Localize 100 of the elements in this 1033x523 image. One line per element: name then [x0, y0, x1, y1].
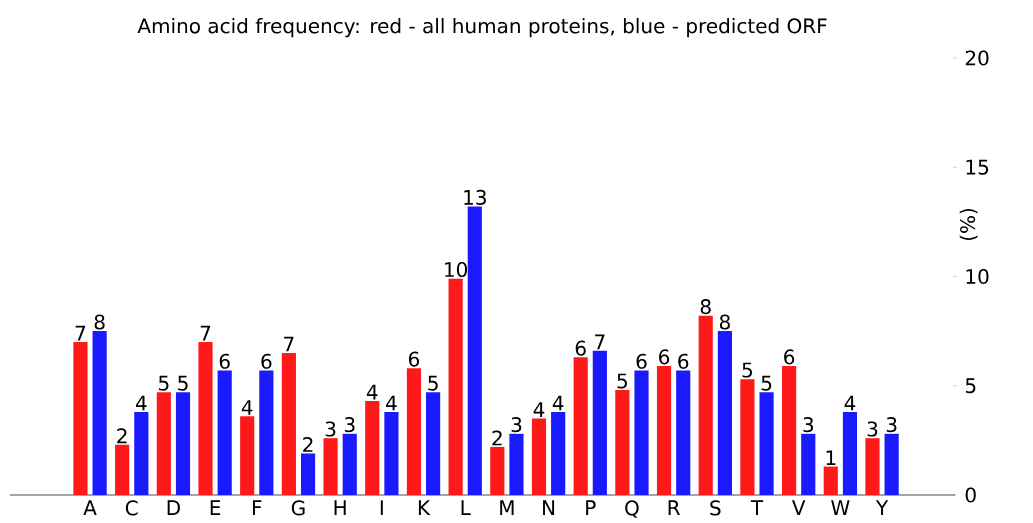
bar: [698, 315, 713, 495]
bar: [509, 433, 524, 495]
data-label: 1: [826, 450, 836, 465]
bar: [823, 466, 838, 495]
data-label: 7: [284, 336, 294, 352]
bar: [240, 416, 255, 495]
bar: [323, 438, 338, 495]
bar: [759, 392, 774, 495]
bar: [134, 411, 149, 495]
x-tick-label: S: [710, 500, 721, 516]
x-tick-label: R: [668, 500, 680, 515]
data-label: 6: [678, 353, 689, 369]
data-label: 8: [700, 299, 711, 315]
bar: [551, 411, 566, 495]
data-label: 4: [552, 395, 564, 411]
data-label: 2: [303, 437, 313, 452]
x-tick-label: L: [461, 500, 471, 515]
data-label: 4: [386, 395, 397, 411]
bar: [115, 444, 130, 495]
y-tick-label: 20: [965, 50, 989, 66]
chart-title: Amino acid frequency: red - all human proteins, blue - predicted ORF: [137, 17, 827, 38]
y-tick-label: 15: [966, 159, 989, 175]
data-label: 8: [94, 314, 105, 330]
data-label: 5: [159, 375, 169, 391]
data-label: 8: [719, 314, 730, 330]
x-tick-label: M: [500, 500, 514, 515]
x-tick-label: V: [791, 500, 806, 515]
data-label: 7: [75, 325, 86, 341]
bar: [365, 401, 380, 495]
data-label: 5: [742, 362, 753, 378]
bar: [467, 206, 482, 495]
bar: [865, 438, 880, 495]
bar: [259, 370, 274, 495]
bar: [717, 331, 732, 495]
bar: [300, 453, 316, 495]
y-tick-label: 0: [965, 487, 976, 503]
bar: [615, 390, 630, 495]
data-label: 4: [844, 395, 856, 411]
data-label: 6: [659, 349, 670, 365]
bar: [782, 366, 797, 495]
bar: [740, 379, 755, 495]
bar: [573, 357, 588, 495]
bar: [406, 368, 422, 495]
x-tick-label: G: [291, 500, 305, 516]
bar: [73, 342, 88, 495]
data-label: 3: [803, 417, 814, 433]
data-label: 6: [219, 353, 230, 369]
x-tick-label: F: [252, 500, 262, 515]
data-label: 6: [408, 351, 420, 367]
x-tick-label: A: [83, 500, 97, 515]
bar: [448, 278, 463, 495]
data-label: 6: [261, 353, 272, 369]
bar: [801, 433, 816, 495]
bar: [156, 392, 171, 495]
data-label: 2: [492, 430, 502, 446]
data-label: 13: [464, 189, 486, 205]
x-tick-label: D: [167, 500, 180, 515]
data-label: 5: [428, 375, 438, 391]
bar: [634, 370, 649, 495]
data-label: 3: [867, 421, 878, 437]
data-label: 6: [784, 349, 795, 365]
data-label: 6: [636, 353, 647, 369]
data-label: 5: [617, 373, 627, 389]
x-tick-label: N: [543, 500, 555, 515]
x-tick-label: P: [586, 500, 596, 515]
y-tick-label: 5: [965, 378, 976, 394]
data-label: 10: [445, 261, 468, 278]
data-label: 5: [178, 375, 188, 391]
data-label: 4: [241, 400, 253, 415]
data-label: 3: [511, 417, 522, 433]
data-label: 7: [595, 334, 605, 350]
data-label: 4: [135, 395, 147, 411]
x-tick-label: T: [750, 500, 764, 515]
bar: [656, 366, 672, 495]
data-label: 7: [200, 325, 211, 341]
data-label: 5: [761, 375, 772, 391]
data-label: 3: [886, 417, 897, 433]
bar: [281, 352, 296, 495]
data-label: 4: [366, 384, 378, 400]
data-label: 6: [575, 340, 586, 356]
y-axis-title: (%): [959, 208, 978, 241]
bar: [592, 350, 607, 495]
bar: [531, 418, 547, 495]
data-label: 3: [344, 417, 355, 433]
x-tick-label: E: [210, 500, 221, 515]
bar: [92, 331, 107, 495]
y-tick-label: 10: [966, 268, 989, 285]
x-tick-label: Y: [875, 500, 889, 515]
x-tick-label: K: [418, 500, 431, 515]
data-label: 4: [533, 402, 545, 417]
data-label: 3: [325, 421, 336, 437]
x-tick-label: I: [380, 500, 383, 515]
bar: [490, 446, 505, 495]
x-tick-label: W: [831, 500, 850, 515]
x-tick-label: Q: [625, 500, 639, 518]
bar: [426, 392, 441, 495]
x-tick-label: C: [125, 500, 138, 516]
bar: [342, 433, 357, 495]
bar: [175, 392, 191, 495]
bar: [384, 411, 399, 495]
